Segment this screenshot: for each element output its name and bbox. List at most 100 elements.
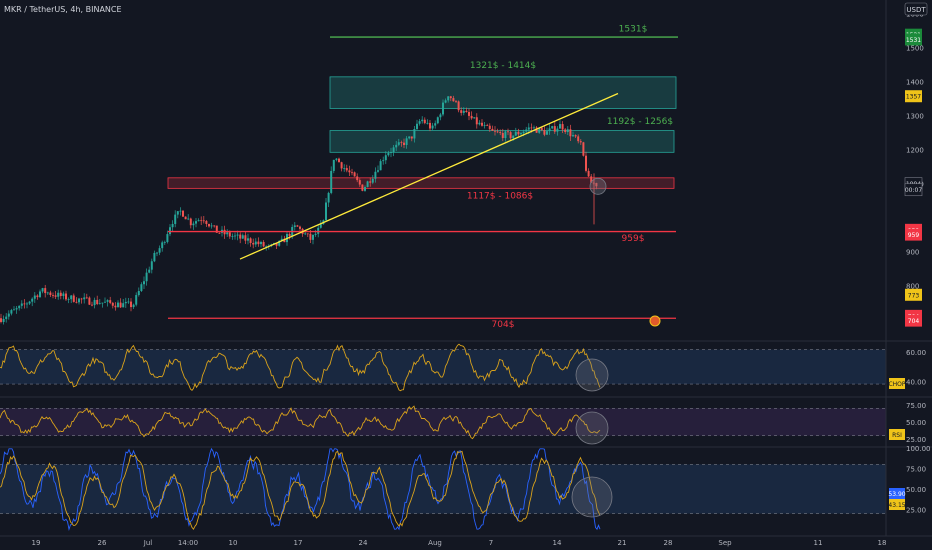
candle-body — [296, 225, 299, 227]
candle-body — [504, 131, 507, 139]
time-axis[interactable]: 19 26 Jul 14:00 10 17 24 Aug 7 14 21 28 Sep 11 18 — [32, 539, 887, 547]
rsi-badge-box — [889, 429, 905, 440]
candle-body — [335, 158, 338, 160]
candle-body — [447, 96, 450, 101]
candle-body — [158, 248, 161, 253]
candle-body — [254, 241, 257, 245]
indicator-band — [0, 464, 886, 514]
price-axis[interactable]: 1600150014001300120011009008001531153113… — [0, 0, 932, 537]
candle-body — [559, 124, 561, 129]
candle-body — [46, 292, 49, 294]
candle-body — [85, 297, 88, 299]
candle-body — [423, 119, 426, 124]
price-tick-label: 1300 — [906, 113, 924, 121]
zone-label: 1321$ - 1414$ — [470, 61, 536, 71]
chart-title: MKR / TetherUS, 4h, BINANCE — [4, 5, 122, 14]
price-tick-label: 1200 — [906, 147, 924, 155]
price-label-box — [905, 288, 922, 301]
stoch-k-line — [0, 447, 601, 531]
event-marker-icon — [649, 315, 661, 327]
candle-body — [449, 96, 452, 99]
indicator-lines — [0, 343, 601, 531]
indicator-tick-label: 40.00 — [906, 378, 926, 386]
candle-body — [520, 133, 522, 135]
candle-body — [122, 303, 125, 308]
candle-body — [533, 127, 535, 129]
candle-body — [262, 242, 265, 247]
candle-body — [483, 125, 486, 127]
price-label: 1357 — [906, 94, 921, 101]
candle-body — [426, 122, 429, 124]
candle-body — [462, 110, 465, 113]
candle-body — [569, 129, 572, 137]
chop-badge: CHOP — [888, 381, 905, 388]
candle-body — [421, 119, 424, 122]
candle-body — [218, 232, 221, 234]
indicator-band — [0, 408, 886, 436]
currency-badge-box[interactable] — [904, 2, 928, 16]
candle-body — [148, 269, 151, 273]
candle-body — [408, 136, 411, 139]
time-tick-label: 28 — [664, 539, 673, 547]
candle-body — [330, 170, 333, 193]
candle-body — [0, 318, 2, 322]
price-tick-label: 900 — [906, 249, 919, 257]
candle-body — [197, 220, 200, 222]
time-tick-label: 18 — [878, 539, 887, 547]
candle-body — [390, 152, 392, 154]
candle-body — [44, 288, 47, 294]
time-tick-label: 17 — [294, 539, 303, 547]
candle-body — [208, 223, 210, 227]
candle-body — [317, 227, 320, 234]
candle-body — [62, 293, 65, 297]
candle-body — [169, 227, 171, 235]
candle-body — [166, 234, 169, 243]
candle-body — [28, 301, 31, 304]
candle-body — [494, 130, 496, 132]
candle-body — [491, 128, 494, 131]
candle-body — [49, 292, 52, 295]
candle-body — [478, 122, 481, 125]
candle-body — [457, 101, 460, 111]
candle-body — [41, 288, 44, 292]
candle-body — [249, 238, 252, 243]
candle-body — [499, 132, 502, 133]
candle-body — [517, 131, 520, 135]
price-label-box — [905, 33, 922, 46]
candle-body — [192, 223, 195, 226]
time-tick-label: 10 — [229, 539, 238, 547]
candle-body — [226, 232, 229, 235]
candle-body — [312, 234, 314, 240]
candle-body — [67, 299, 70, 300]
price-label-box — [905, 314, 922, 327]
candle-body — [496, 131, 499, 133]
candle-body — [275, 242, 278, 246]
candle-body — [202, 220, 205, 222]
candle-body — [577, 136, 580, 142]
candle-body — [540, 127, 543, 130]
rsi-line — [0, 405, 601, 440]
indicator-tick-label: 25.00 — [906, 436, 926, 444]
candle-body — [54, 295, 57, 297]
candle-body — [257, 241, 260, 245]
indicator-highlight-circle — [575, 411, 609, 445]
candle-body — [98, 303, 101, 305]
stoch-d-line — [0, 450, 601, 531]
chop-line — [0, 343, 601, 392]
candle-body — [439, 114, 442, 118]
candle-body — [403, 142, 405, 145]
candle-body — [509, 132, 512, 139]
candle-body — [91, 304, 93, 306]
candle-body — [530, 127, 533, 129]
candle-body — [319, 224, 322, 228]
price-tick-label: 800 — [906, 283, 919, 291]
indicator-band — [0, 349, 886, 385]
candle-body — [20, 303, 23, 306]
candle-body — [299, 226, 301, 229]
candle-body — [551, 126, 554, 129]
candle-body — [444, 100, 447, 103]
candle-body — [358, 180, 361, 185]
time-tick-label: 26 — [98, 539, 107, 547]
